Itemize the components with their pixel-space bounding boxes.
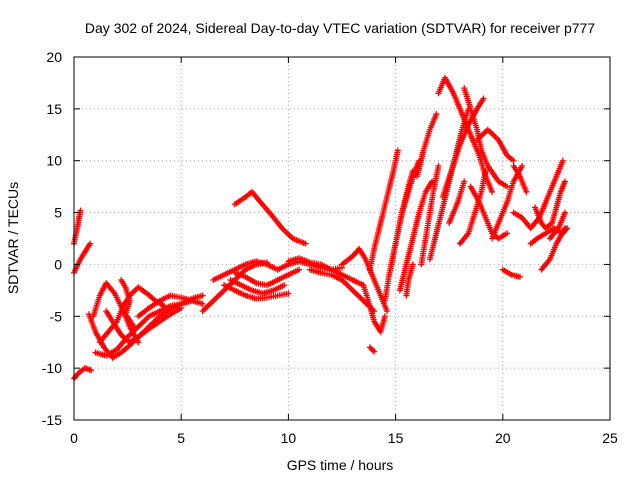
data-point <box>461 178 468 185</box>
x-tick-label: 10 <box>281 430 297 446</box>
data-point <box>384 308 391 315</box>
data-point <box>561 225 568 232</box>
data-point <box>504 183 511 190</box>
y-tick-label: 0 <box>54 256 62 272</box>
data-point <box>435 162 442 169</box>
data-point <box>394 147 401 154</box>
data-point <box>369 347 376 354</box>
data-points <box>71 74 571 382</box>
y-tick-label: -15 <box>42 412 62 428</box>
data-point <box>409 168 416 175</box>
data-point <box>516 273 523 280</box>
x-tick-label: 5 <box>177 430 185 446</box>
data-point <box>519 162 526 169</box>
data-point <box>77 207 84 214</box>
data-point <box>285 290 292 297</box>
data-point <box>561 178 568 185</box>
data-point <box>504 230 511 237</box>
data-point <box>88 367 95 374</box>
x-tick-label: 0 <box>70 430 78 446</box>
data-point <box>482 168 489 175</box>
data-point <box>199 300 206 307</box>
chart-title: Day 302 of 2024, Sidereal Day-to-day VTE… <box>85 20 595 36</box>
y-axis-label: SDTVAR / TECUs <box>5 182 21 294</box>
data-point <box>302 240 309 247</box>
data-point <box>480 95 487 102</box>
data-point <box>131 323 138 330</box>
y-tick-label: 20 <box>46 49 62 65</box>
y-tick-label: -10 <box>42 360 62 376</box>
data-point <box>409 261 416 268</box>
data-point <box>87 240 94 247</box>
data-point <box>371 348 378 355</box>
y-tick-label: 5 <box>54 205 62 221</box>
plot-frame <box>73 56 611 421</box>
data-point <box>489 188 496 195</box>
data-point <box>559 157 566 164</box>
data-point <box>281 282 288 289</box>
data-point <box>199 292 206 299</box>
data-point <box>131 288 138 295</box>
data-point <box>561 209 568 216</box>
data-point <box>429 178 436 185</box>
x-axis-label: GPS time / hours <box>287 457 394 473</box>
y-tick-label: -5 <box>50 308 63 324</box>
data-point <box>381 313 388 320</box>
y-tick-label: 15 <box>46 101 62 117</box>
data-point <box>296 266 303 273</box>
grid-lines <box>74 57 610 420</box>
data-point <box>366 344 373 351</box>
data-point <box>433 111 440 118</box>
data-point <box>135 339 142 346</box>
x-tick-label: 20 <box>495 430 511 446</box>
data-point <box>368 345 375 352</box>
data-point <box>510 157 517 164</box>
axis-ticks: 0 5 10 15 20 25 -15 -10 -5 0 5 10 15 20 <box>42 49 618 446</box>
y-tick-label: 10 <box>46 153 62 169</box>
x-tick-label: 25 <box>602 430 618 446</box>
data-point <box>523 188 530 195</box>
x-tick-label: 15 <box>388 430 404 446</box>
